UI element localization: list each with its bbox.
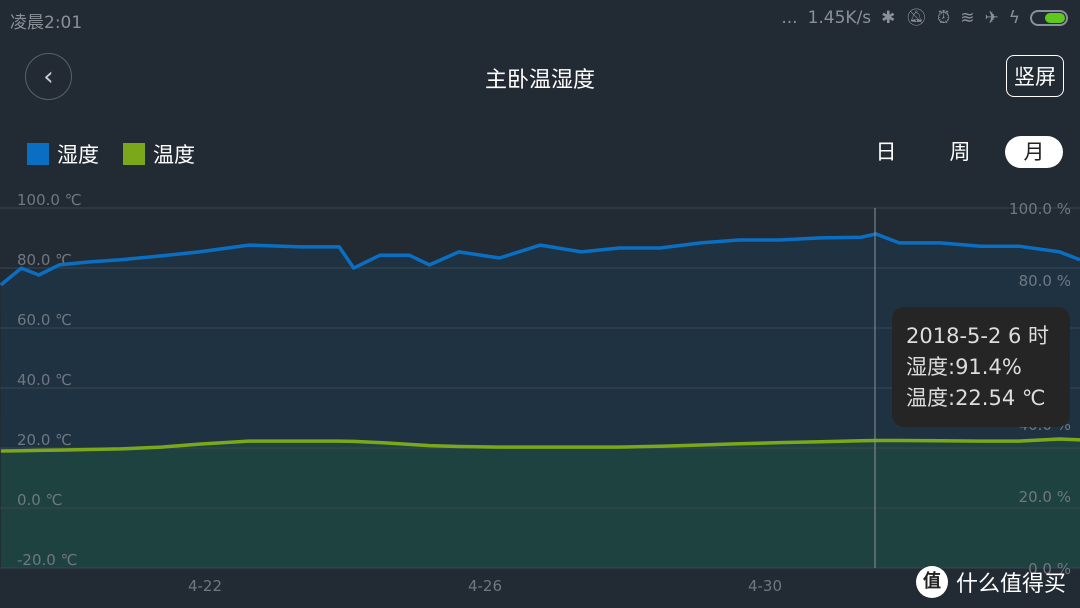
watermark-badge: 值 (915, 566, 948, 598)
charging-icon: ϟ (1008, 8, 1020, 28)
tab-month[interactable]: 月 (1005, 136, 1063, 168)
tooltip-temperature: 温度:22.54 ℃ (906, 386, 1046, 410)
right-axis-tick: 0.0 % (1028, 560, 1071, 578)
tooltip-time: 2018-5-2 6 时 (906, 324, 1050, 348)
right-axis-tick: 80.0 % (1019, 272, 1071, 290)
x-axis-tick: 4-26 (468, 577, 502, 595)
tab-day[interactable]: 日 (875, 140, 897, 164)
tooltip: 2018-5-2 6 时 湿度:91.4% 温度:22.54 ℃ (892, 307, 1070, 427)
tooltip-humidity: 湿度:91.4% (906, 355, 1022, 379)
page-title: 主卧温湿度 (484, 68, 595, 93)
watermark-text: 什么值得买 (955, 572, 1066, 597)
left-axis-tick: -20.0 ℃ (17, 551, 77, 569)
swatch (123, 143, 145, 165)
tab-week[interactable]: 周 (949, 140, 971, 164)
series-line (0, 437, 1080, 453)
left-axis-tick: 0.0 ℃ (17, 491, 62, 509)
x-axis-tick: 4-30 (748, 577, 782, 595)
battery-icon (1030, 10, 1068, 26)
left-axis-tick: 80.0 ℃ (17, 251, 72, 269)
bluetooth-icon: ✱ (881, 8, 896, 28)
range-tabs: 日 周 月 (857, 136, 1063, 168)
legend-label: 湿度 (57, 143, 99, 167)
series-line (0, 232, 1080, 287)
more-icon: ... (781, 8, 798, 28)
right-axis-tick: 20.0 % (1019, 488, 1071, 506)
back-button[interactable]: ‹ (25, 53, 72, 100)
right-axis-tick: 100.0 % (1009, 200, 1071, 218)
legend-label: 温度 (153, 143, 195, 167)
left-axis-tick: 40.0 ℃ (17, 371, 72, 389)
legend-humidity: 湿度 (27, 139, 99, 169)
series-area (0, 439, 1080, 568)
clock: 凌晨2:01 (10, 13, 83, 33)
portrait-button[interactable]: 竖屏 (1006, 55, 1064, 97)
swatch (27, 143, 49, 165)
chevron-left-icon: ‹ (43, 61, 54, 92)
net-speed: 1.45K/s (807, 8, 872, 28)
left-axis-tick: 20.0 ℃ (17, 431, 72, 449)
alarm-icon: ⏰︎ (937, 8, 951, 28)
mute-icon: 🔕︎ (905, 8, 928, 28)
left-axis-tick: 60.0 ℃ (17, 311, 72, 329)
left-axis-tick: 100.0 ℃ (17, 191, 82, 209)
x-axis-tick: 4-22 (188, 577, 222, 595)
wifi-icon: ≋ (960, 8, 975, 28)
airplane-icon: ✈︎ (984, 8, 999, 28)
legend: 湿度 温度 (27, 139, 195, 169)
watermark: 值 什么值得买 (915, 566, 1066, 598)
status-bar: 凌晨2:01 ... 1.45K/s ✱ 🔕︎ ⏰︎ ≋ ✈︎ ϟ (0, 0, 1080, 36)
legend-temperature: 温度 (123, 139, 195, 169)
